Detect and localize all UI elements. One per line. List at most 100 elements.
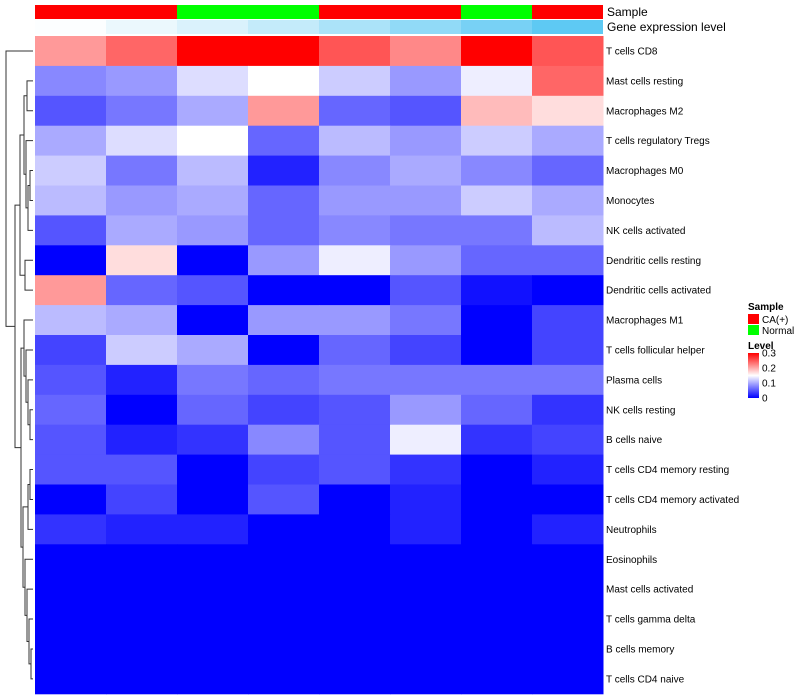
heatmap-cell [35, 634, 107, 665]
heatmap-cell [106, 424, 178, 456]
row-label: Dendritic cells activated [606, 286, 711, 297]
heatmap-cell [532, 185, 604, 216]
heatmap-cell [177, 544, 249, 575]
heatmap-cell [532, 604, 604, 635]
sample-annotation-cell [461, 5, 532, 19]
sample-annotation-cell [35, 5, 106, 19]
dendrogram-branch [29, 469, 33, 500]
heatmap-cell [390, 36, 462, 67]
heatmap-cell [106, 484, 178, 515]
heatmap-cell [461, 544, 533, 575]
sample-annotation-cell [177, 5, 248, 19]
heatmap-cell [106, 36, 178, 67]
heatmap-cell [319, 36, 391, 67]
heatmap-cell [35, 155, 107, 186]
row-label: T cells gamma delta [606, 615, 696, 626]
sample-annotation-cell [248, 5, 319, 19]
heatmap-cell [319, 245, 391, 276]
sample-annotation-cell [319, 5, 390, 19]
heatmap-cell [35, 574, 107, 605]
heatmap-cell [248, 484, 320, 515]
row-label: Macrophages M0 [606, 166, 684, 177]
heatmap-cell [461, 215, 533, 246]
dendrogram-branch [25, 349, 33, 403]
heatmap-cell [106, 634, 178, 665]
level-legend-title: Level [748, 341, 774, 352]
heatmap-cell [390, 335, 462, 366]
heatmap-cell [461, 514, 533, 545]
dendrogram-branch [5, 50, 33, 327]
heatmap-cell [390, 185, 462, 216]
heatmap-cell [319, 364, 391, 396]
heatmap-cell [319, 574, 391, 605]
expression-annotation-cell [106, 20, 177, 34]
heatmap-cell [532, 305, 604, 336]
expression-track-label: Gene expression level [607, 20, 726, 34]
expression-annotation-cell [532, 20, 603, 34]
row-dendrogram [5, 50, 33, 680]
dendrogram-branch [24, 259, 33, 291]
heatmap-cell [461, 125, 533, 157]
sample-annotation-cell [532, 5, 603, 19]
level-tick-label: 0.2 [762, 364, 776, 375]
heatmap-cell [248, 185, 320, 216]
row-label: T cells CD8 [606, 46, 658, 57]
heatmap-cell [319, 305, 391, 336]
heatmap-cell [390, 95, 462, 127]
heatmap-cell [319, 604, 391, 635]
heatmap-cell [106, 364, 178, 396]
heatmap-cell [248, 36, 320, 67]
heatmap-cell [106, 305, 178, 336]
dendrogram-branch [23, 319, 33, 377]
heatmap-cell [532, 364, 604, 396]
heatmap-cell [532, 275, 604, 306]
heatmap-cell [319, 65, 391, 97]
heatmap-cell [248, 305, 320, 336]
heatmap-cell [106, 574, 178, 605]
row-label: Macrophages M1 [606, 316, 684, 327]
heatmap-cell [106, 95, 178, 127]
heatmap-cell [248, 574, 320, 605]
heatmap-cell [177, 185, 249, 216]
row-label: T cells CD4 memory activated [606, 495, 739, 506]
heatmap-cell [248, 125, 320, 157]
heatmap-cell [35, 604, 107, 635]
heatmap-cell [319, 95, 391, 127]
heatmap-cell [461, 364, 533, 396]
heatmap-cell [319, 514, 391, 545]
heatmap-cell [177, 215, 249, 246]
row-label: NK cells resting [606, 405, 675, 416]
heatmap-cell [390, 514, 462, 545]
sample-annotation-cell [106, 5, 177, 19]
heatmap-cell [532, 544, 604, 575]
heatmap-cell [390, 634, 462, 665]
heatmap-cell [106, 215, 178, 246]
heatmap-cell [532, 335, 604, 366]
heatmap-cell [106, 335, 178, 366]
heatmap-cell [319, 185, 391, 216]
heatmap-cell [461, 634, 533, 665]
heatmap-cell [106, 245, 178, 276]
heatmap-cell [177, 364, 249, 396]
heatmap-cell [390, 155, 462, 186]
heatmap-cell [532, 394, 604, 426]
dendrogram-branch [26, 80, 33, 112]
row-label: Mast cells activated [606, 585, 693, 596]
expression-annotation-cell [390, 20, 461, 34]
heatmap-cell [390, 364, 462, 396]
sample-track-label: Sample [607, 5, 648, 19]
level-tick-label: 0.3 [762, 349, 776, 360]
heatmap-cell [177, 604, 249, 635]
heatmap-cell [106, 65, 178, 97]
level-colorbar [748, 353, 759, 398]
row-label: Neutrophils [606, 525, 657, 536]
heatmap-cell [319, 544, 391, 575]
sample-legend-title: Sample [748, 302, 784, 313]
sample-annotation-cell [390, 5, 461, 19]
heatmap-cell [248, 663, 320, 695]
heatmap-cell [35, 424, 107, 456]
heatmap-cell [461, 245, 533, 276]
heatmap-cell [248, 95, 320, 127]
